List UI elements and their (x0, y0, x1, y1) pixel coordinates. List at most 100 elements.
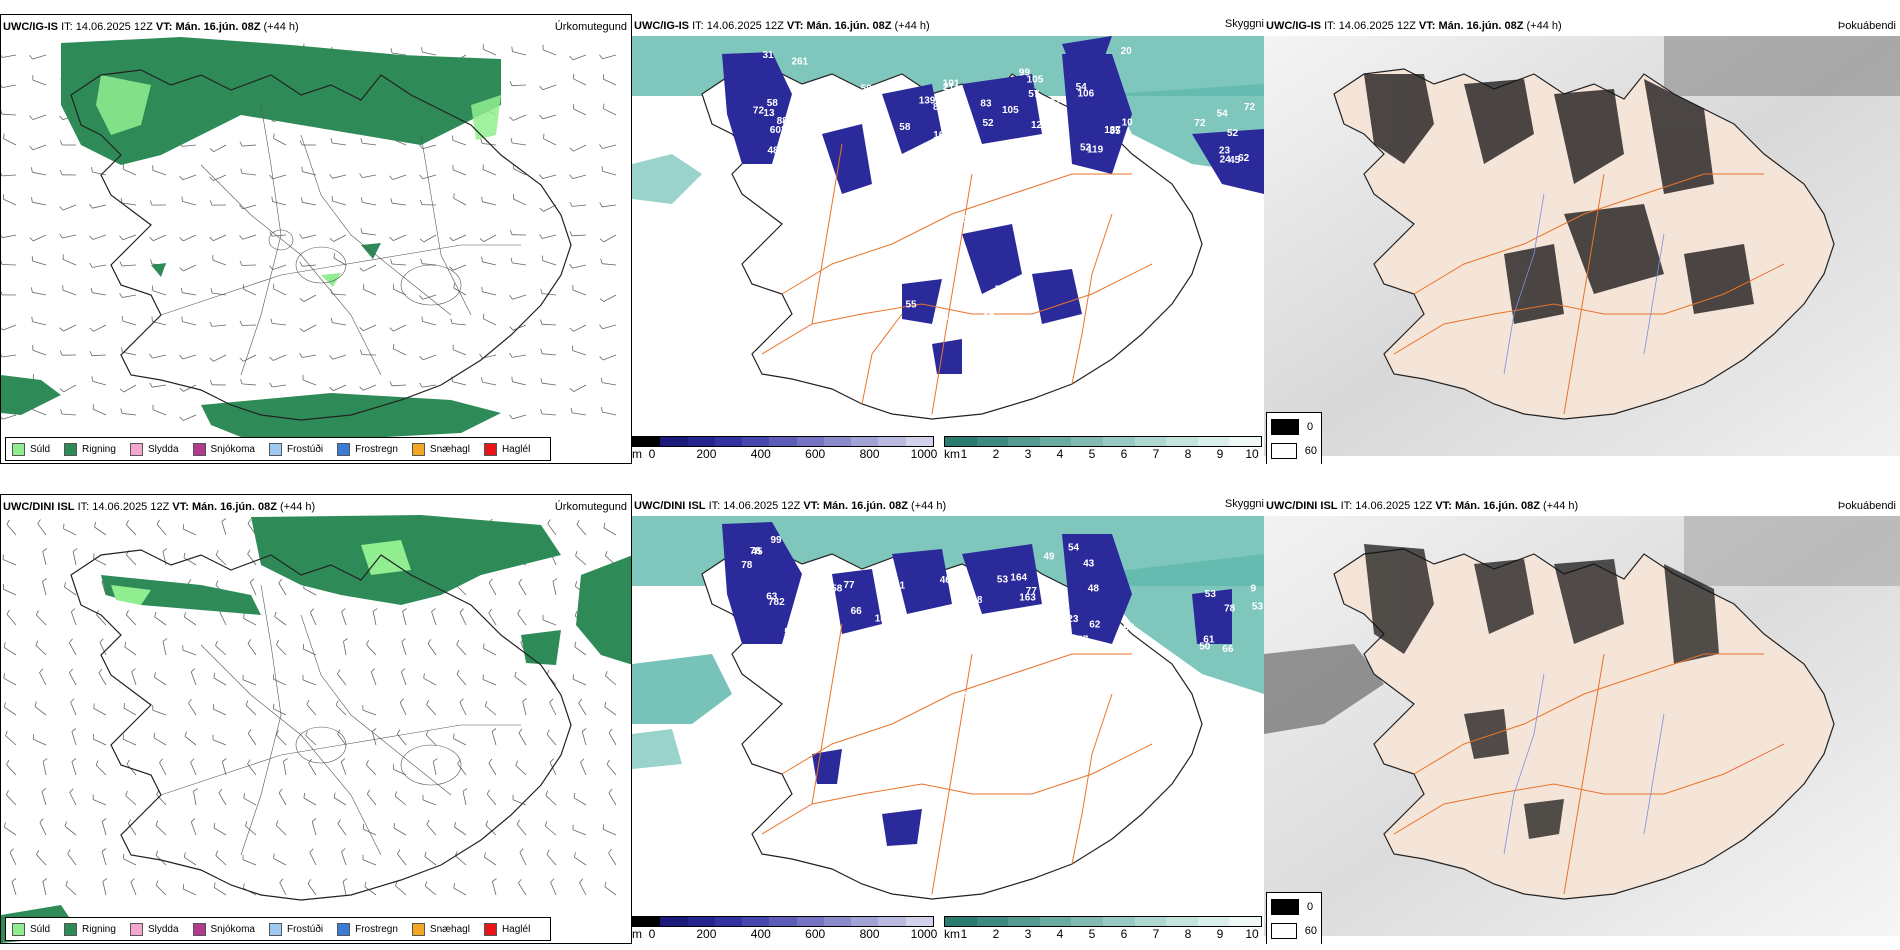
wind-barb (71, 761, 77, 776)
wind-barb-feather (488, 758, 493, 764)
precip-legend: Súld Rigning Slydda Snjókoma Frostúði Frostre… (5, 917, 552, 941)
wind-barb-feather (516, 819, 520, 825)
wind-barb (513, 168, 527, 176)
wind-barb (37, 523, 47, 536)
model-name: UWC/DINI ISL (1266, 500, 1338, 512)
wind-barb (542, 234, 557, 239)
colorbar-tick: 200 (696, 927, 717, 941)
wind-barb (396, 733, 407, 746)
wind-barb-feather (6, 790, 9, 795)
wind-barb (512, 324, 527, 331)
wind-barb (3, 647, 17, 656)
colorbar-segment (714, 917, 743, 926)
wind-barb (572, 350, 587, 356)
colorbar-segment (769, 917, 797, 926)
wind-barb (9, 852, 17, 866)
colorbar-tick: 4 (1056, 447, 1064, 461)
wind-barb-feather (239, 320, 243, 326)
precip-legend-item: Frostregn (337, 442, 398, 456)
visibility-value-label: 261 (791, 57, 808, 68)
colorbar-segment (1039, 917, 1072, 926)
wind-barb-feather (390, 259, 393, 265)
visibility-value-label: 52 (1080, 143, 1092, 154)
wind-barb-feather (179, 175, 184, 181)
wind-barb-feather (307, 879, 312, 884)
wind-barb-feather (510, 138, 513, 144)
wind-barb-feather (509, 352, 513, 358)
wind-barb-feather (599, 202, 603, 207)
colorbar-ticks: km 1 2 3 4 5 6 7 8 9 10 (944, 447, 1262, 461)
colorbar-segment (742, 437, 770, 446)
wind-barb (1, 264, 17, 266)
legend-label: Snæhagl (429, 443, 470, 455)
wind-barb (392, 52, 407, 56)
wind-barb (459, 612, 467, 626)
wind-barb (452, 323, 467, 326)
wind-barb-feather (181, 316, 183, 322)
wind-barb-feather (309, 848, 314, 853)
wind-barb-feather (154, 611, 157, 617)
wind-barb-feather (91, 167, 93, 173)
visibility-value-label: 59 (1006, 714, 1018, 725)
colorbar-tick: 8 (1184, 927, 1192, 941)
wind-barb-feather (34, 701, 37, 707)
wind-barb-feather (278, 788, 283, 794)
wind-barb (32, 321, 47, 326)
wind-barb (543, 204, 557, 212)
visibility-value-label: 66 (1222, 644, 1234, 655)
wind-barb-feather (432, 758, 438, 762)
wind-barb (574, 646, 587, 656)
wind-barb-feather (608, 848, 612, 854)
wind-barb (457, 763, 467, 776)
precip-legend-item: Frostregn (337, 922, 398, 936)
colorbar-tick: 9 (1216, 927, 1224, 941)
wind-barb-feather (580, 758, 585, 763)
wind-barb-feather (179, 237, 184, 242)
model-name: UWC/IG-IS (1266, 20, 1321, 32)
wind-barb-feather (1, 327, 4, 331)
fog-dark-areas (1364, 544, 1719, 839)
visibility-value-label: 59 (861, 83, 873, 94)
wind-barb-feather (569, 201, 573, 207)
colorbar-tick: 5 (1088, 927, 1096, 941)
wind-barb-feather (509, 229, 513, 235)
colorbar-unit: m (632, 927, 642, 941)
visibility-value-label: 52 (1227, 128, 1239, 139)
wind-barb (391, 263, 407, 266)
wind-barb (3, 588, 17, 596)
visibility-value-label: 48 (971, 595, 983, 606)
wind-barb (337, 733, 347, 746)
colorbar-segment (851, 437, 879, 446)
it-value: 14.06.2025 12Z (92, 501, 170, 513)
wind-barb-feather (247, 759, 251, 765)
wind-barb (2, 354, 17, 358)
wind-barb-feather (540, 319, 543, 325)
wind-barb-feather (331, 196, 333, 202)
wind-barb (333, 797, 347, 806)
wind-barb (602, 263, 617, 266)
wind-barb (483, 48, 497, 56)
colorbar-segment (1166, 917, 1198, 926)
wind-barb-feather (124, 641, 127, 647)
wind-barb (578, 702, 587, 716)
colorbar-segment (1071, 437, 1103, 446)
fog-title: Þokuábendi (1837, 500, 1896, 512)
wind-barb (273, 678, 287, 686)
wind-barb (65, 885, 77, 896)
wind-barb-feather (1, 416, 3, 420)
visibility-value-label: 83 (980, 99, 992, 110)
wind-barb (574, 856, 587, 866)
wind-barb (303, 324, 317, 332)
wind-barb-feather (574, 852, 576, 858)
visibility-value-label: 57 (1051, 712, 1063, 723)
wind-barb (362, 202, 377, 206)
visibility-value-label: 49 (1044, 551, 1056, 562)
legend-swatch (192, 922, 206, 936)
it-value: 14.06.2025 12Z (1355, 500, 1433, 512)
wind-barb-feather (453, 283, 455, 289)
wind-barb (455, 855, 467, 866)
it-label: IT: (77, 501, 90, 513)
visibility-value-label: 9 (1251, 583, 1257, 594)
wind-barb (42, 761, 47, 776)
wind-barb (602, 411, 617, 416)
